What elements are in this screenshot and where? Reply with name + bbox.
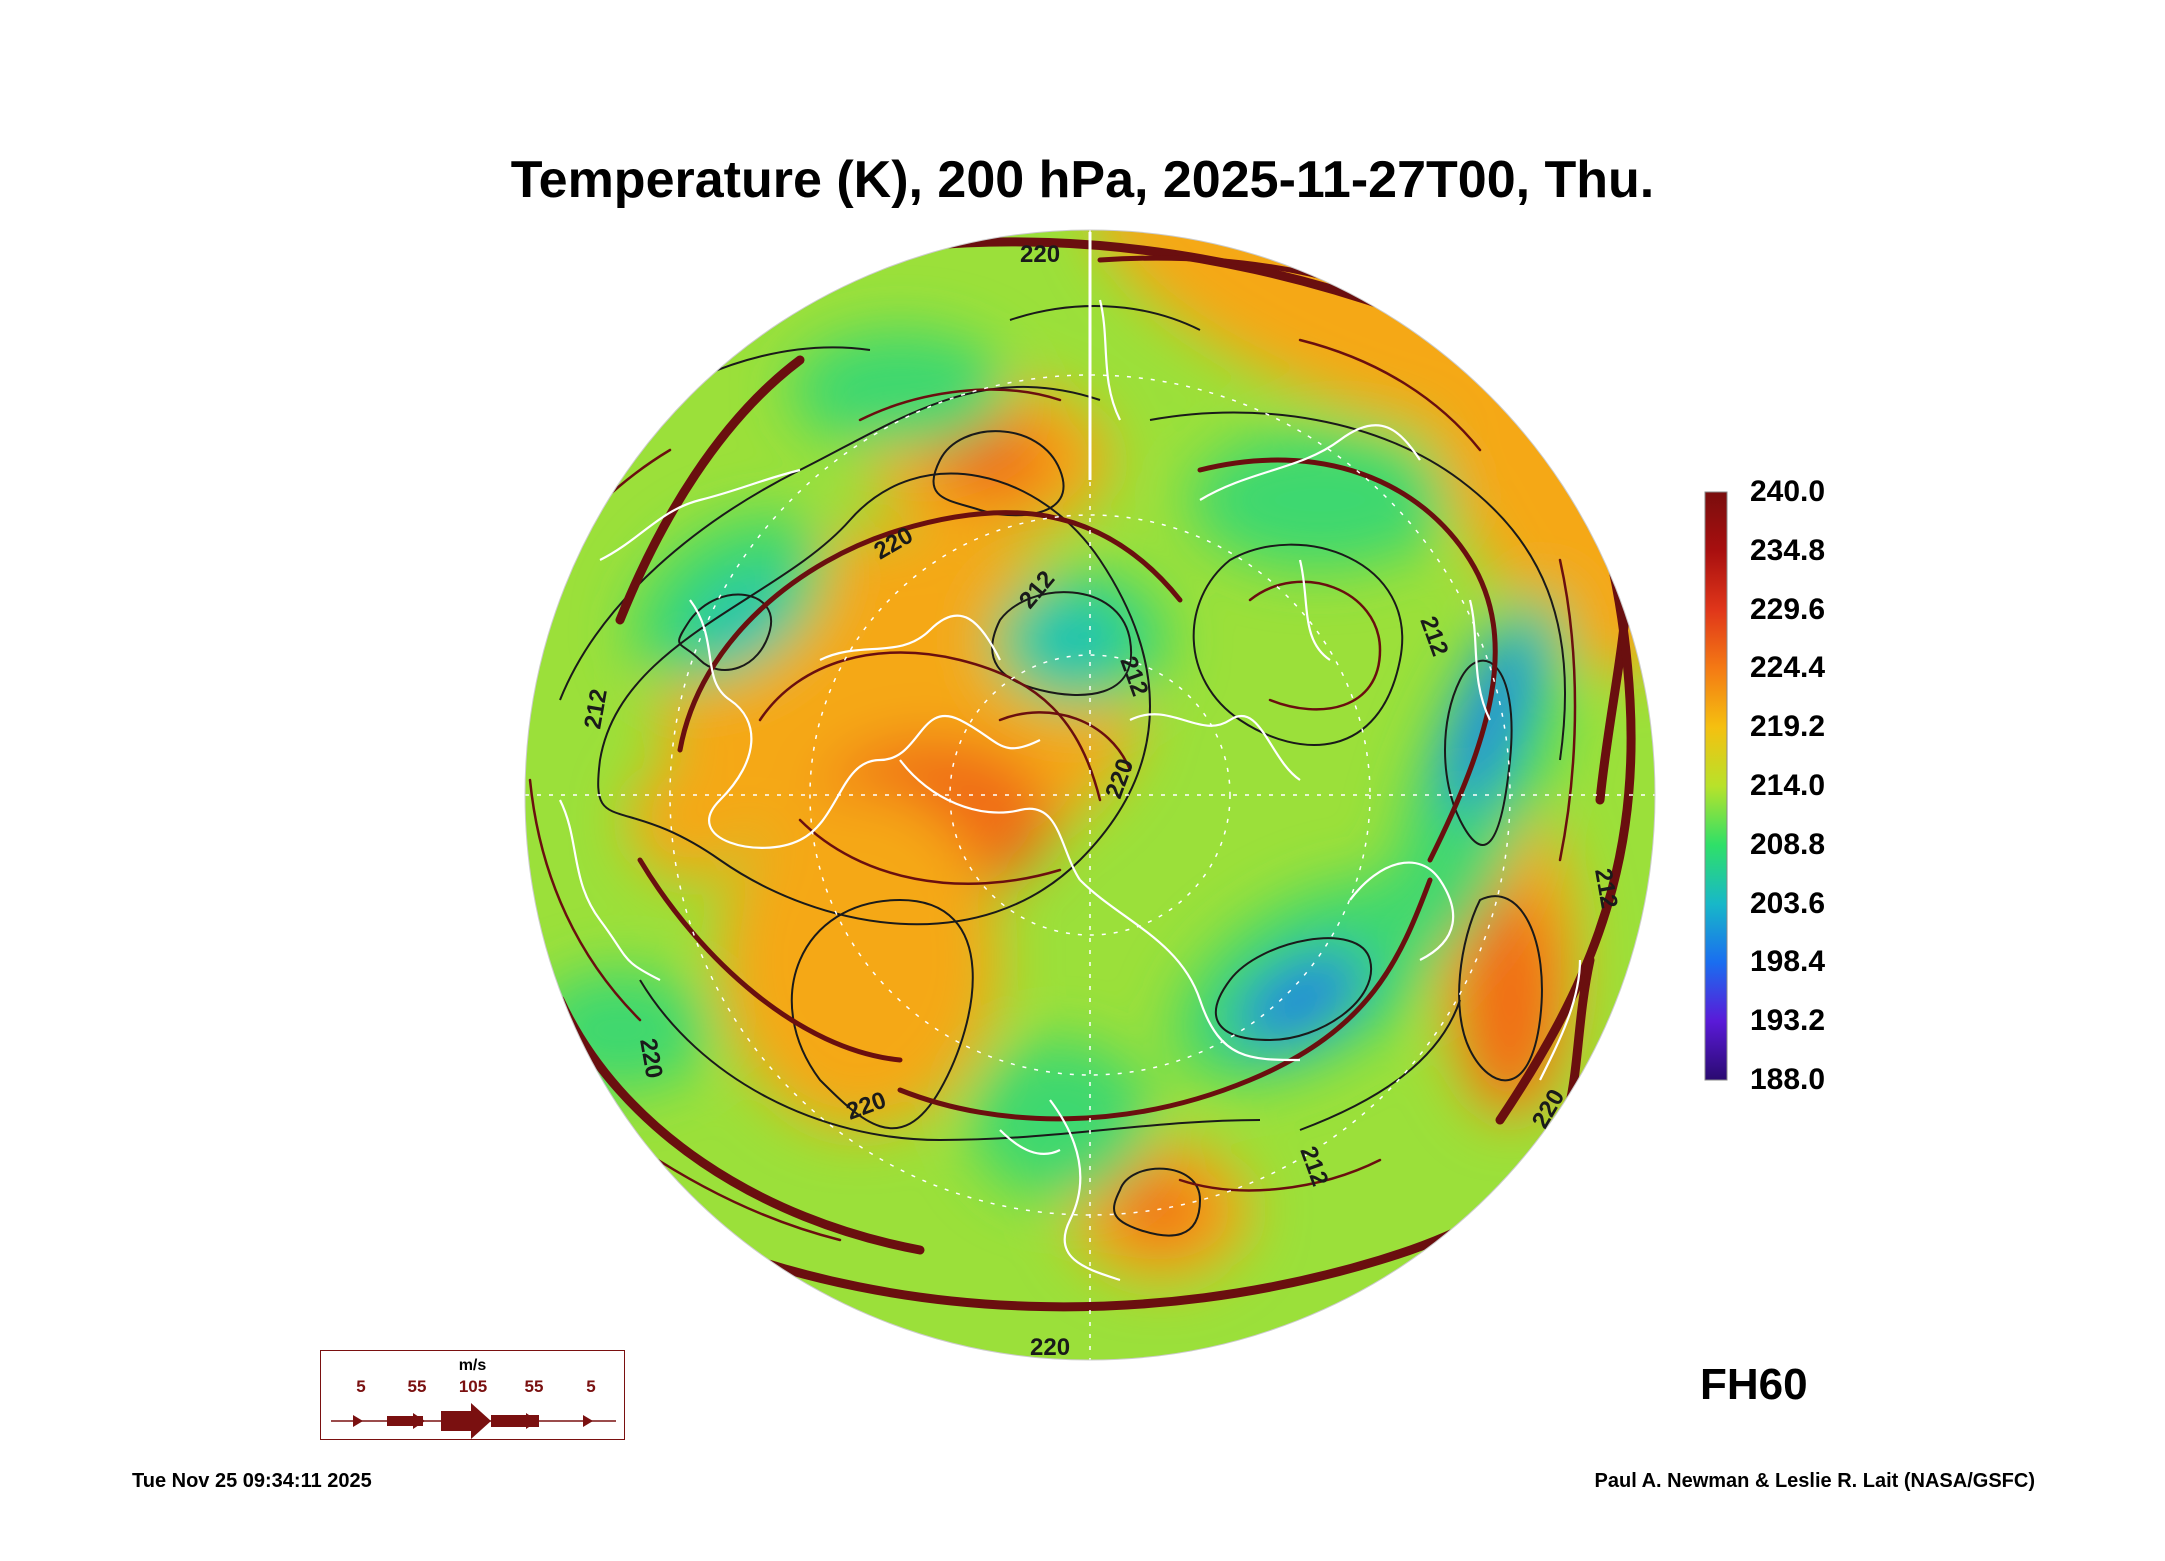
forecast-hour-label: FH60 — [1700, 1360, 1808, 1409]
colorbar — [1704, 491, 1728, 1081]
map-title: Temperature (K), 200 hPa, 2025-11-27T00,… — [510, 151, 1655, 209]
colorbar-label: 208.8 — [1750, 827, 1826, 861]
colorbar-label: 214.0 — [1750, 769, 1826, 802]
wind-tick-label: 105 — [458, 1377, 488, 1396]
globe — [525, 230, 1655, 1360]
wind-tick-label: 5 — [356, 1377, 366, 1396]
colorbar-label: 193.2 — [1750, 1004, 1826, 1038]
colorbar-label: 219.2 — [1750, 710, 1826, 744]
colorbar-label: 188.0 — [1750, 1063, 1826, 1096]
credits-label: Paul A. Newman & Leslie R. Lait (NASA/GS… — [1594, 1470, 2035, 1492]
wind-legend-graphic — [331, 1403, 616, 1439]
colorbar-label: 203.6 — [1750, 886, 1826, 920]
wind-speed-legend: m/s 5 55 105 55 5 — [320, 1350, 625, 1440]
wind-unit-label: m/s — [458, 1357, 487, 1374]
colorbar-label: 198.4 — [1750, 945, 1826, 979]
wind-tick-label: 55 — [407, 1377, 427, 1396]
colorbar-label: 224.4 — [1750, 651, 1826, 685]
wind-tick-label: 5 — [586, 1377, 596, 1396]
contour-label: 220 — [1030, 1334, 1070, 1361]
graticule — [525, 230, 1655, 1360]
colorbar-label: 234.8 — [1750, 533, 1826, 567]
colorbar-label: 240.0 — [1750, 475, 1826, 508]
wind-tick-label: 55 — [524, 1377, 544, 1396]
generation-timestamp: Tue Nov 25 09:34:11 2025 — [132, 1470, 372, 1492]
temperature-contours — [559, 305, 1567, 1237]
coastlines — [559, 299, 1582, 1282]
contour-label: 220 — [1020, 241, 1060, 268]
colorbar-label: 229.6 — [1750, 592, 1826, 626]
globe-outline — [524, 229, 1656, 1361]
